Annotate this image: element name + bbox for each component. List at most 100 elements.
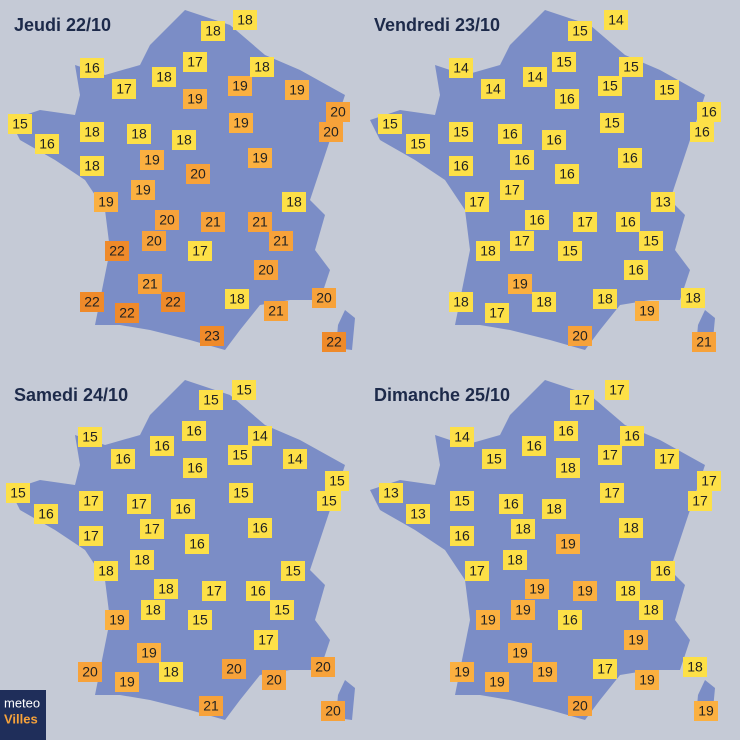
temp-box	[542, 499, 566, 519]
temp-label: 18	[134, 552, 150, 568]
temp-box	[232, 380, 256, 400]
temp-box	[35, 134, 59, 154]
temp-box	[283, 449, 307, 469]
temp-label: 16	[562, 612, 578, 628]
panel: Jeudi 22/10 18181617181719191819202015161…	[8, 10, 355, 352]
temp-label: 14	[454, 429, 470, 445]
temp-label: 19	[232, 78, 248, 94]
temp-box	[285, 80, 309, 100]
temp-label: 16	[559, 91, 575, 107]
temp-label: 14	[287, 451, 303, 467]
temp-box	[555, 89, 579, 109]
temp-label: 19	[512, 276, 528, 292]
temp-box	[616, 581, 640, 601]
temp-box	[322, 332, 346, 352]
temp-label: 15	[82, 429, 98, 445]
temp-label: 22	[119, 305, 135, 321]
temp-label: 19	[537, 664, 553, 680]
temp-label: 19	[141, 645, 157, 661]
temp-box	[523, 67, 547, 87]
temp-label: 17	[469, 194, 485, 210]
temp-label: 19	[480, 612, 496, 628]
temp-label: 19	[144, 152, 160, 168]
temp-box	[80, 156, 104, 176]
temp-box	[570, 390, 594, 410]
temp-box	[6, 483, 30, 503]
temp-label: 19	[639, 303, 655, 319]
temp-box	[554, 421, 578, 441]
temp-box	[233, 10, 257, 30]
temp-box	[525, 579, 549, 599]
temp-box	[172, 130, 196, 150]
temp-label: 17	[144, 521, 160, 537]
temp-box	[481, 79, 505, 99]
temp-box	[450, 662, 474, 682]
temp-label: 14	[608, 12, 624, 28]
temp-box	[532, 292, 556, 312]
temp-label: 17	[577, 214, 593, 230]
temp-box	[78, 427, 102, 447]
temp-label: 14	[252, 428, 268, 444]
temp-label: 20	[159, 212, 175, 228]
temp-label: 18	[685, 290, 701, 306]
temp-box	[183, 52, 207, 72]
temp-box	[115, 672, 139, 692]
temp-box	[568, 696, 592, 716]
temp-box	[522, 436, 546, 456]
temp-box	[558, 241, 582, 261]
temp-box	[188, 610, 212, 630]
temp-label: 18	[546, 501, 562, 517]
temp-box	[485, 672, 509, 692]
temp-box	[112, 79, 136, 99]
temp-label: 17	[83, 493, 99, 509]
temp-label: 17	[597, 661, 613, 677]
temp-box	[282, 192, 306, 212]
temp-box	[200, 326, 224, 346]
temp-label: 15	[604, 115, 620, 131]
temp-box	[449, 156, 473, 176]
temp-box	[476, 610, 500, 630]
temp-box	[186, 164, 210, 184]
temp-box	[188, 241, 212, 261]
temp-box	[138, 274, 162, 294]
temp-label: 18	[163, 664, 179, 680]
temp-label: 19	[109, 612, 125, 628]
temp-label: 18	[176, 132, 192, 148]
logo-text: Villes	[4, 711, 38, 726]
temp-label: 15	[232, 447, 248, 463]
temp-box	[498, 124, 522, 144]
temp-label: 19	[577, 583, 593, 599]
temp-box	[449, 292, 473, 312]
temp-box	[619, 57, 643, 77]
temp-label: 16	[454, 528, 470, 544]
temp-box	[201, 212, 225, 232]
temp-label: 20	[572, 328, 588, 344]
temp-label: 15	[12, 116, 28, 132]
temp-box	[485, 303, 509, 323]
panel-title: Samedi 24/10	[14, 385, 128, 405]
temp-label: 15	[562, 243, 578, 259]
temp-label: 22	[109, 243, 125, 259]
temp-label: 16	[694, 124, 710, 140]
temp-box	[80, 292, 104, 312]
temp-box	[616, 212, 640, 232]
temp-label: 16	[622, 150, 638, 166]
temp-label: 15	[192, 612, 208, 628]
temp-label: 18	[156, 69, 172, 85]
temp-label: 17	[258, 632, 274, 648]
temp-label: 18	[643, 602, 659, 618]
temp-label: 23	[204, 328, 220, 344]
temp-box	[127, 494, 151, 514]
temp-label: 16	[250, 583, 266, 599]
temp-label: 16	[38, 506, 54, 522]
temp-box	[482, 449, 506, 469]
temp-label: 17	[701, 473, 717, 489]
temp-box	[321, 701, 345, 721]
temp-label: 21	[273, 233, 289, 249]
temp-label: 19	[529, 581, 545, 597]
temp-label: 19	[628, 632, 644, 648]
temp-box	[639, 231, 663, 251]
temp-box	[681, 288, 705, 308]
temp-box	[262, 670, 286, 690]
